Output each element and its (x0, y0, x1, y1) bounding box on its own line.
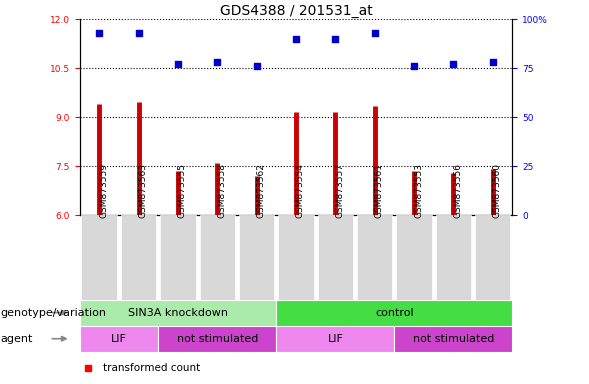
Bar (121, 215, 156, 300)
Bar (395, 326, 512, 352)
Point (488, 59, 498, 65)
Point (449, 61, 458, 67)
Text: agent: agent (1, 334, 33, 344)
Bar (278, 215, 314, 300)
Point (173, 61, 183, 67)
Point (409, 63, 419, 69)
Point (370, 30, 379, 36)
Text: control: control (375, 308, 413, 318)
Text: LIF: LIF (111, 334, 127, 344)
Text: GSM873561: GSM873561 (375, 162, 383, 218)
Text: not stimulated: not stimulated (177, 334, 258, 344)
Bar (436, 215, 471, 300)
Point (213, 59, 222, 65)
Point (330, 36, 340, 42)
Text: GSM873560: GSM873560 (493, 162, 502, 218)
Bar (396, 215, 432, 300)
Point (291, 36, 300, 42)
Bar (276, 326, 395, 352)
Bar (357, 215, 392, 300)
Bar (160, 215, 196, 300)
Text: GSM873556: GSM873556 (454, 162, 462, 218)
Bar (81, 215, 117, 300)
Bar (317, 215, 353, 300)
Bar (276, 300, 512, 326)
Text: GSM873554: GSM873554 (296, 163, 305, 218)
Bar (80, 300, 276, 326)
Text: GSM873553: GSM873553 (414, 162, 423, 218)
Text: GSM873558: GSM873558 (217, 162, 226, 218)
Text: GSM873563: GSM873563 (138, 162, 148, 218)
Text: genotype/variation: genotype/variation (1, 308, 107, 318)
Text: SIN3A knockdown: SIN3A knockdown (128, 308, 228, 318)
Text: GSM873555: GSM873555 (178, 162, 187, 218)
Text: transformed count: transformed count (103, 364, 201, 374)
Text: not stimulated: not stimulated (413, 334, 494, 344)
Point (134, 30, 143, 36)
Title: GDS4388 / 201531_at: GDS4388 / 201531_at (220, 4, 372, 18)
Bar (475, 215, 511, 300)
Bar (80, 326, 158, 352)
Bar (158, 326, 276, 352)
Text: GSM873557: GSM873557 (335, 162, 345, 218)
Text: GSM873559: GSM873559 (99, 162, 108, 218)
Text: GSM873562: GSM873562 (257, 163, 266, 218)
Point (94, 30, 104, 36)
Bar (239, 215, 274, 300)
Text: LIF: LIF (327, 334, 343, 344)
Bar (200, 215, 235, 300)
Point (252, 63, 262, 69)
